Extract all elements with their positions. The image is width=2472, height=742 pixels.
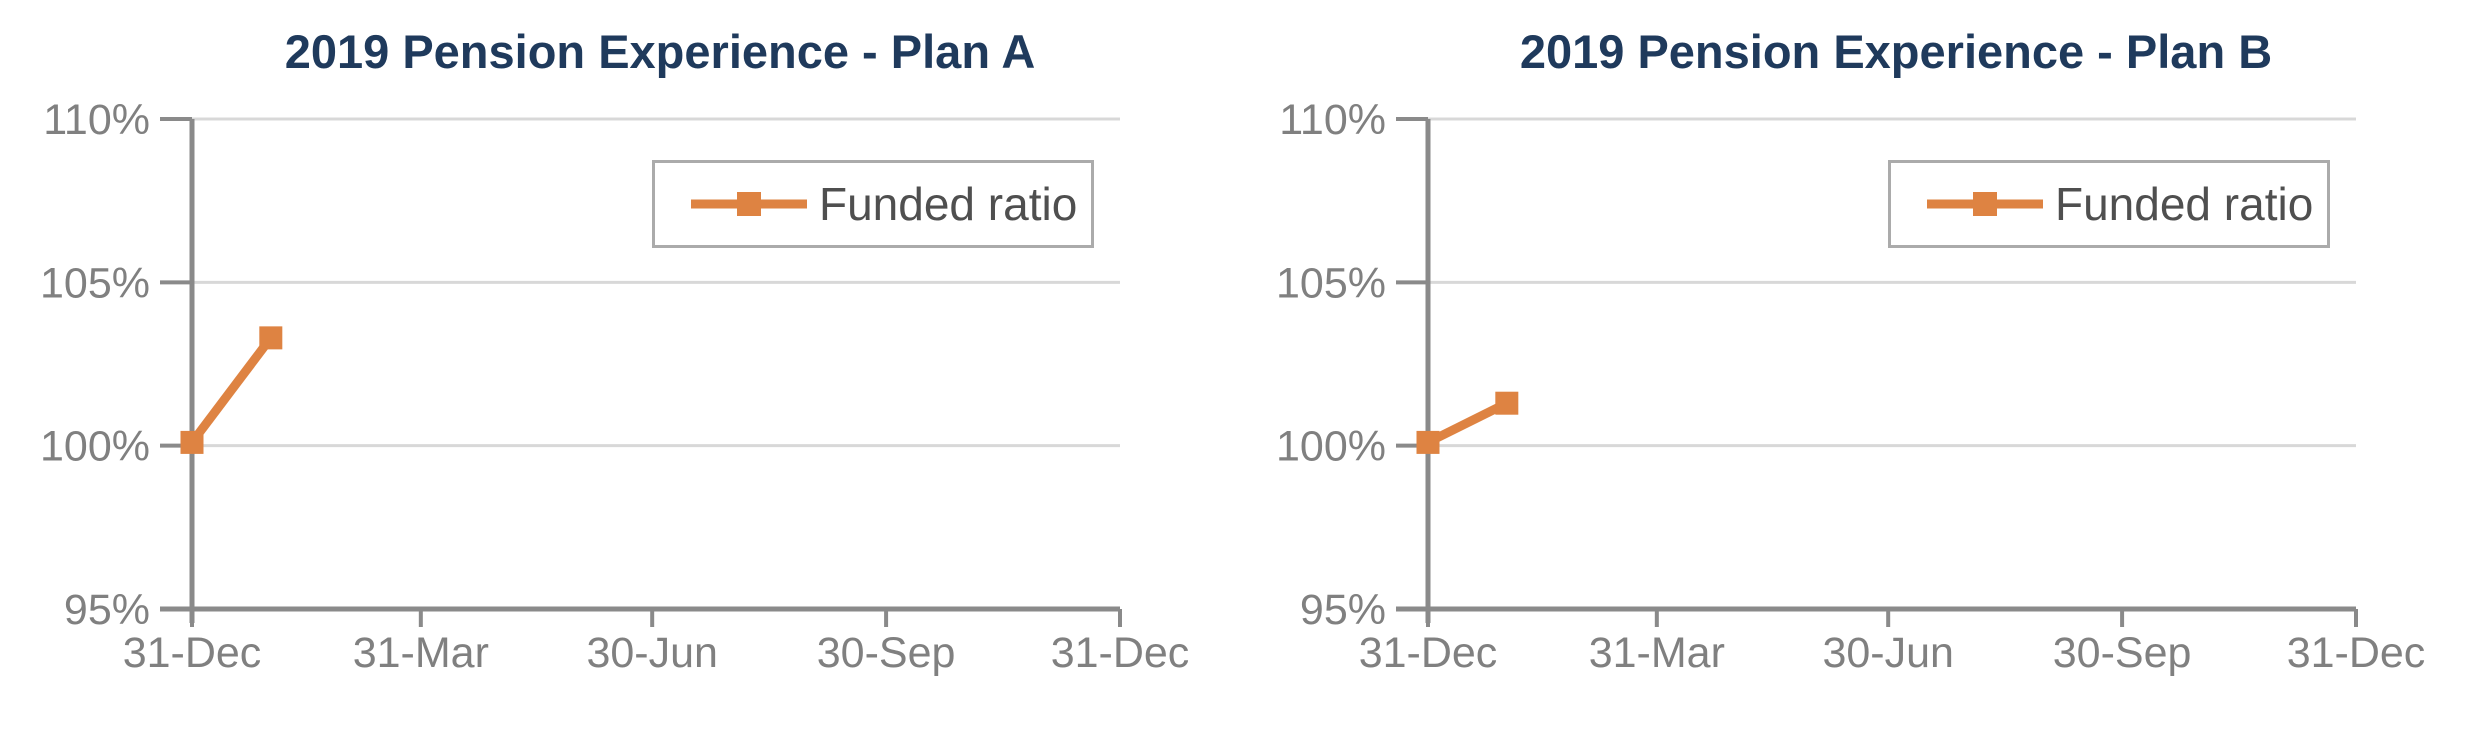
x-tick-label: 31-Dec: [123, 629, 262, 677]
chart-title-plan-b: 2019 Pension Experience - Plan B: [1519, 25, 2273, 78]
funded-ratio-line: [188, 335, 275, 446]
x-tick-label: 30-Jun: [1822, 629, 1953, 677]
y-tick-label: 105%: [40, 259, 150, 307]
funded-ratio-legend-marker: [1927, 192, 2043, 216]
legend-plan-a: Funded ratio: [652, 160, 1094, 248]
x-tick-label: 31-Dec: [2287, 629, 2426, 677]
legend-label: Funded ratio: [2055, 178, 2314, 230]
x-tick-label: 31-Dec: [1051, 629, 1190, 677]
x-tick-label: 31-Dec: [1359, 629, 1498, 677]
x-tick-label: 30-Sep: [817, 629, 956, 677]
y-tick-label: 95%: [64, 586, 150, 634]
y-tick-label: 105%: [1276, 259, 1386, 307]
funded-ratio-marker: [180, 430, 204, 454]
y-tick-label: 100%: [1276, 423, 1386, 471]
x-tick-label: 30-Sep: [2053, 629, 2192, 677]
chart-title-plan-a: 2019 Pension Experience - Plan A: [284, 25, 1036, 78]
funded-ratio-marker: [259, 326, 283, 350]
x-tick-label: 30-Jun: [586, 629, 717, 677]
y-tick-label: 110%: [1279, 96, 1386, 144]
y-tick-label: 110%: [43, 96, 150, 144]
legend-plan-b: Funded ratio: [1888, 160, 2330, 248]
funded-ratio-line: [1425, 399, 1509, 447]
plot-area-plan-b: 110%105%100%95%31-Dec 31-Mar 30-Jun 30-Sep 3…: [1276, 96, 2426, 677]
x-tick-label: 31-Mar: [1589, 629, 1725, 677]
funded-ratio-marker: [1416, 430, 1440, 454]
funded-ratio-marker: [1495, 391, 1519, 415]
chart-plan-b: 2019 Pension Experience - Plan B 110% 105…: [1236, 0, 2472, 742]
legend-label: Funded ratio: [819, 178, 1078, 230]
y-tick-label: 100%: [40, 423, 150, 471]
plot-area-plan-a: 110%105%100%95%31-Dec 31-Mar 30-Jun 30-Sep 3…: [40, 96, 1190, 677]
chart-plan-a: 2019 Pension Experience - Plan A 110% 105…: [40, 25, 1190, 677]
x-tick-label: 31-Mar: [353, 629, 489, 677]
funded-ratio-legend-marker: [691, 192, 807, 216]
y-tick-label: 95%: [1300, 586, 1386, 634]
